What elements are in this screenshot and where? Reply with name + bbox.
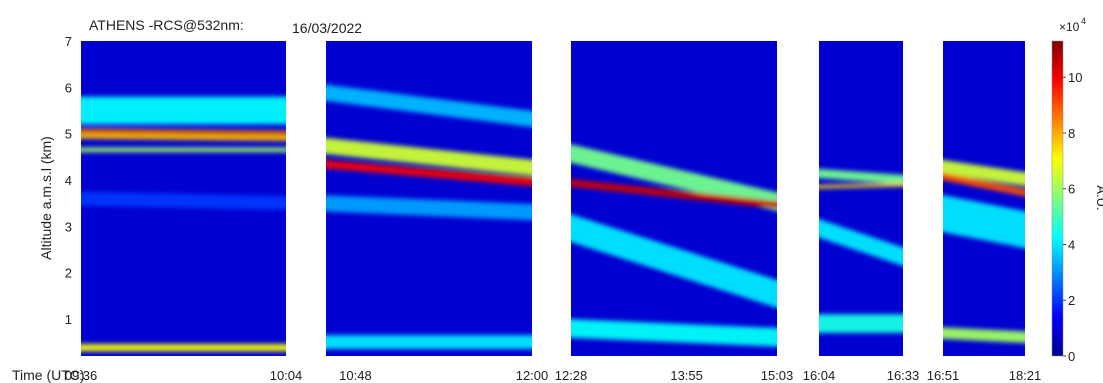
heatmap-panel-2 bbox=[326, 41, 532, 356]
aerosol-layer-1 bbox=[571, 144, 777, 211]
aerosol-layer-3 bbox=[819, 219, 903, 266]
x-tick-label-1-0: 10:48 bbox=[339, 368, 372, 383]
aerosol-layer-1 bbox=[326, 84, 532, 128]
aerosol-layer-4 bbox=[81, 147, 286, 153]
aerosol-layer-2 bbox=[819, 182, 903, 189]
colorbar-tick-label-5: 10 bbox=[1068, 70, 1082, 85]
aerosol-layer-3 bbox=[326, 160, 532, 186]
heatmap-panel-4 bbox=[819, 41, 903, 356]
aerosol-layer-2 bbox=[943, 172, 1025, 197]
chart-title: ATHENS -RCS@532nm: bbox=[89, 17, 244, 33]
y-tick-label-6: 7 bbox=[65, 34, 72, 49]
colorbar-multiplier: ×10 bbox=[1059, 20, 1080, 34]
x-tick-label-0-1: 10:04 bbox=[270, 368, 303, 383]
x-tick-label-4-1: 18:21 bbox=[1009, 368, 1042, 383]
x-tick-label-4-0: 16:51 bbox=[927, 368, 960, 383]
colorbar-tick-label-2: 4 bbox=[1068, 237, 1075, 252]
colorbar-ticks: 0 2 4 6 8 10 bbox=[1063, 70, 1082, 364]
aerosol-layer-5 bbox=[81, 191, 286, 210]
heatmap-panel-3 bbox=[571, 41, 777, 356]
colorbar-tick-label-4: 8 bbox=[1068, 126, 1075, 141]
y-tick-label-4: 5 bbox=[65, 127, 72, 142]
aerosol-layer-3 bbox=[943, 195, 1025, 249]
heatmap-panel-5 bbox=[943, 41, 1025, 356]
aerosol-layer-4 bbox=[943, 327, 1025, 343]
y-tick-label-5: 6 bbox=[65, 80, 72, 95]
panel-background bbox=[819, 41, 903, 356]
x-axis-label: Time (UTC) bbox=[12, 367, 85, 383]
y-tick-label-2: 3 bbox=[65, 219, 72, 234]
colorbar-exponent: 4 bbox=[1081, 16, 1086, 26]
x-tick-label-1-1: 12:00 bbox=[516, 368, 549, 383]
aerosol-layer-5 bbox=[326, 335, 532, 350]
aerosol-layer-4 bbox=[819, 314, 903, 333]
aerosol-layer-1 bbox=[943, 160, 1025, 187]
colorbar-tick-label-0: 0 bbox=[1068, 349, 1075, 364]
colorbar bbox=[1051, 40, 1064, 357]
y-axis-ticks: 1 2 3 4 5 6 7 bbox=[65, 34, 72, 327]
x-tick-label-2-2: 15:03 bbox=[761, 368, 794, 383]
y-axis-label: Altitude a.m.s.l (km) bbox=[38, 136, 54, 260]
y-tick-label-3: 4 bbox=[65, 173, 72, 188]
x-tick-label-0-0: 09:36 bbox=[65, 368, 98, 383]
aerosol-layer-4 bbox=[326, 195, 532, 221]
aerosol-layer-3 bbox=[571, 214, 777, 308]
x-tick-label-3-0: 16:04 bbox=[803, 368, 836, 383]
x-axis-ticks: 09:36 10:04 10:48 12:00 12:28 13:55 15:03 16:04… bbox=[65, 368, 1042, 383]
aerosol-layer-6 bbox=[81, 343, 286, 352]
colorbar-tick-label-3: 6 bbox=[1068, 182, 1075, 197]
chart-date: 16/03/2022 bbox=[292, 20, 362, 36]
x-tick-label-3-1: 16:33 bbox=[887, 368, 920, 383]
aerosol-layer-1 bbox=[819, 168, 903, 185]
aerosol-layer-1 bbox=[81, 96, 286, 125]
aerosol-layer-3 bbox=[81, 129, 286, 136]
y-tick-label-0: 1 bbox=[65, 312, 72, 327]
aerosol-layer-4 bbox=[571, 319, 777, 347]
colorbar-tick-label-1: 2 bbox=[1068, 293, 1075, 308]
colorbar-label: A.U. bbox=[1094, 185, 1103, 210]
x-tick-label-2-1: 13:55 bbox=[670, 368, 703, 383]
aerosol-layer-2 bbox=[326, 137, 532, 176]
aerosol-layer-2 bbox=[571, 179, 777, 209]
heatmap-panel-1 bbox=[81, 41, 286, 356]
heatmap-panels bbox=[81, 41, 1025, 356]
x-tick-label-2-0: 12:28 bbox=[555, 368, 588, 383]
y-tick-label-1: 2 bbox=[65, 266, 72, 281]
